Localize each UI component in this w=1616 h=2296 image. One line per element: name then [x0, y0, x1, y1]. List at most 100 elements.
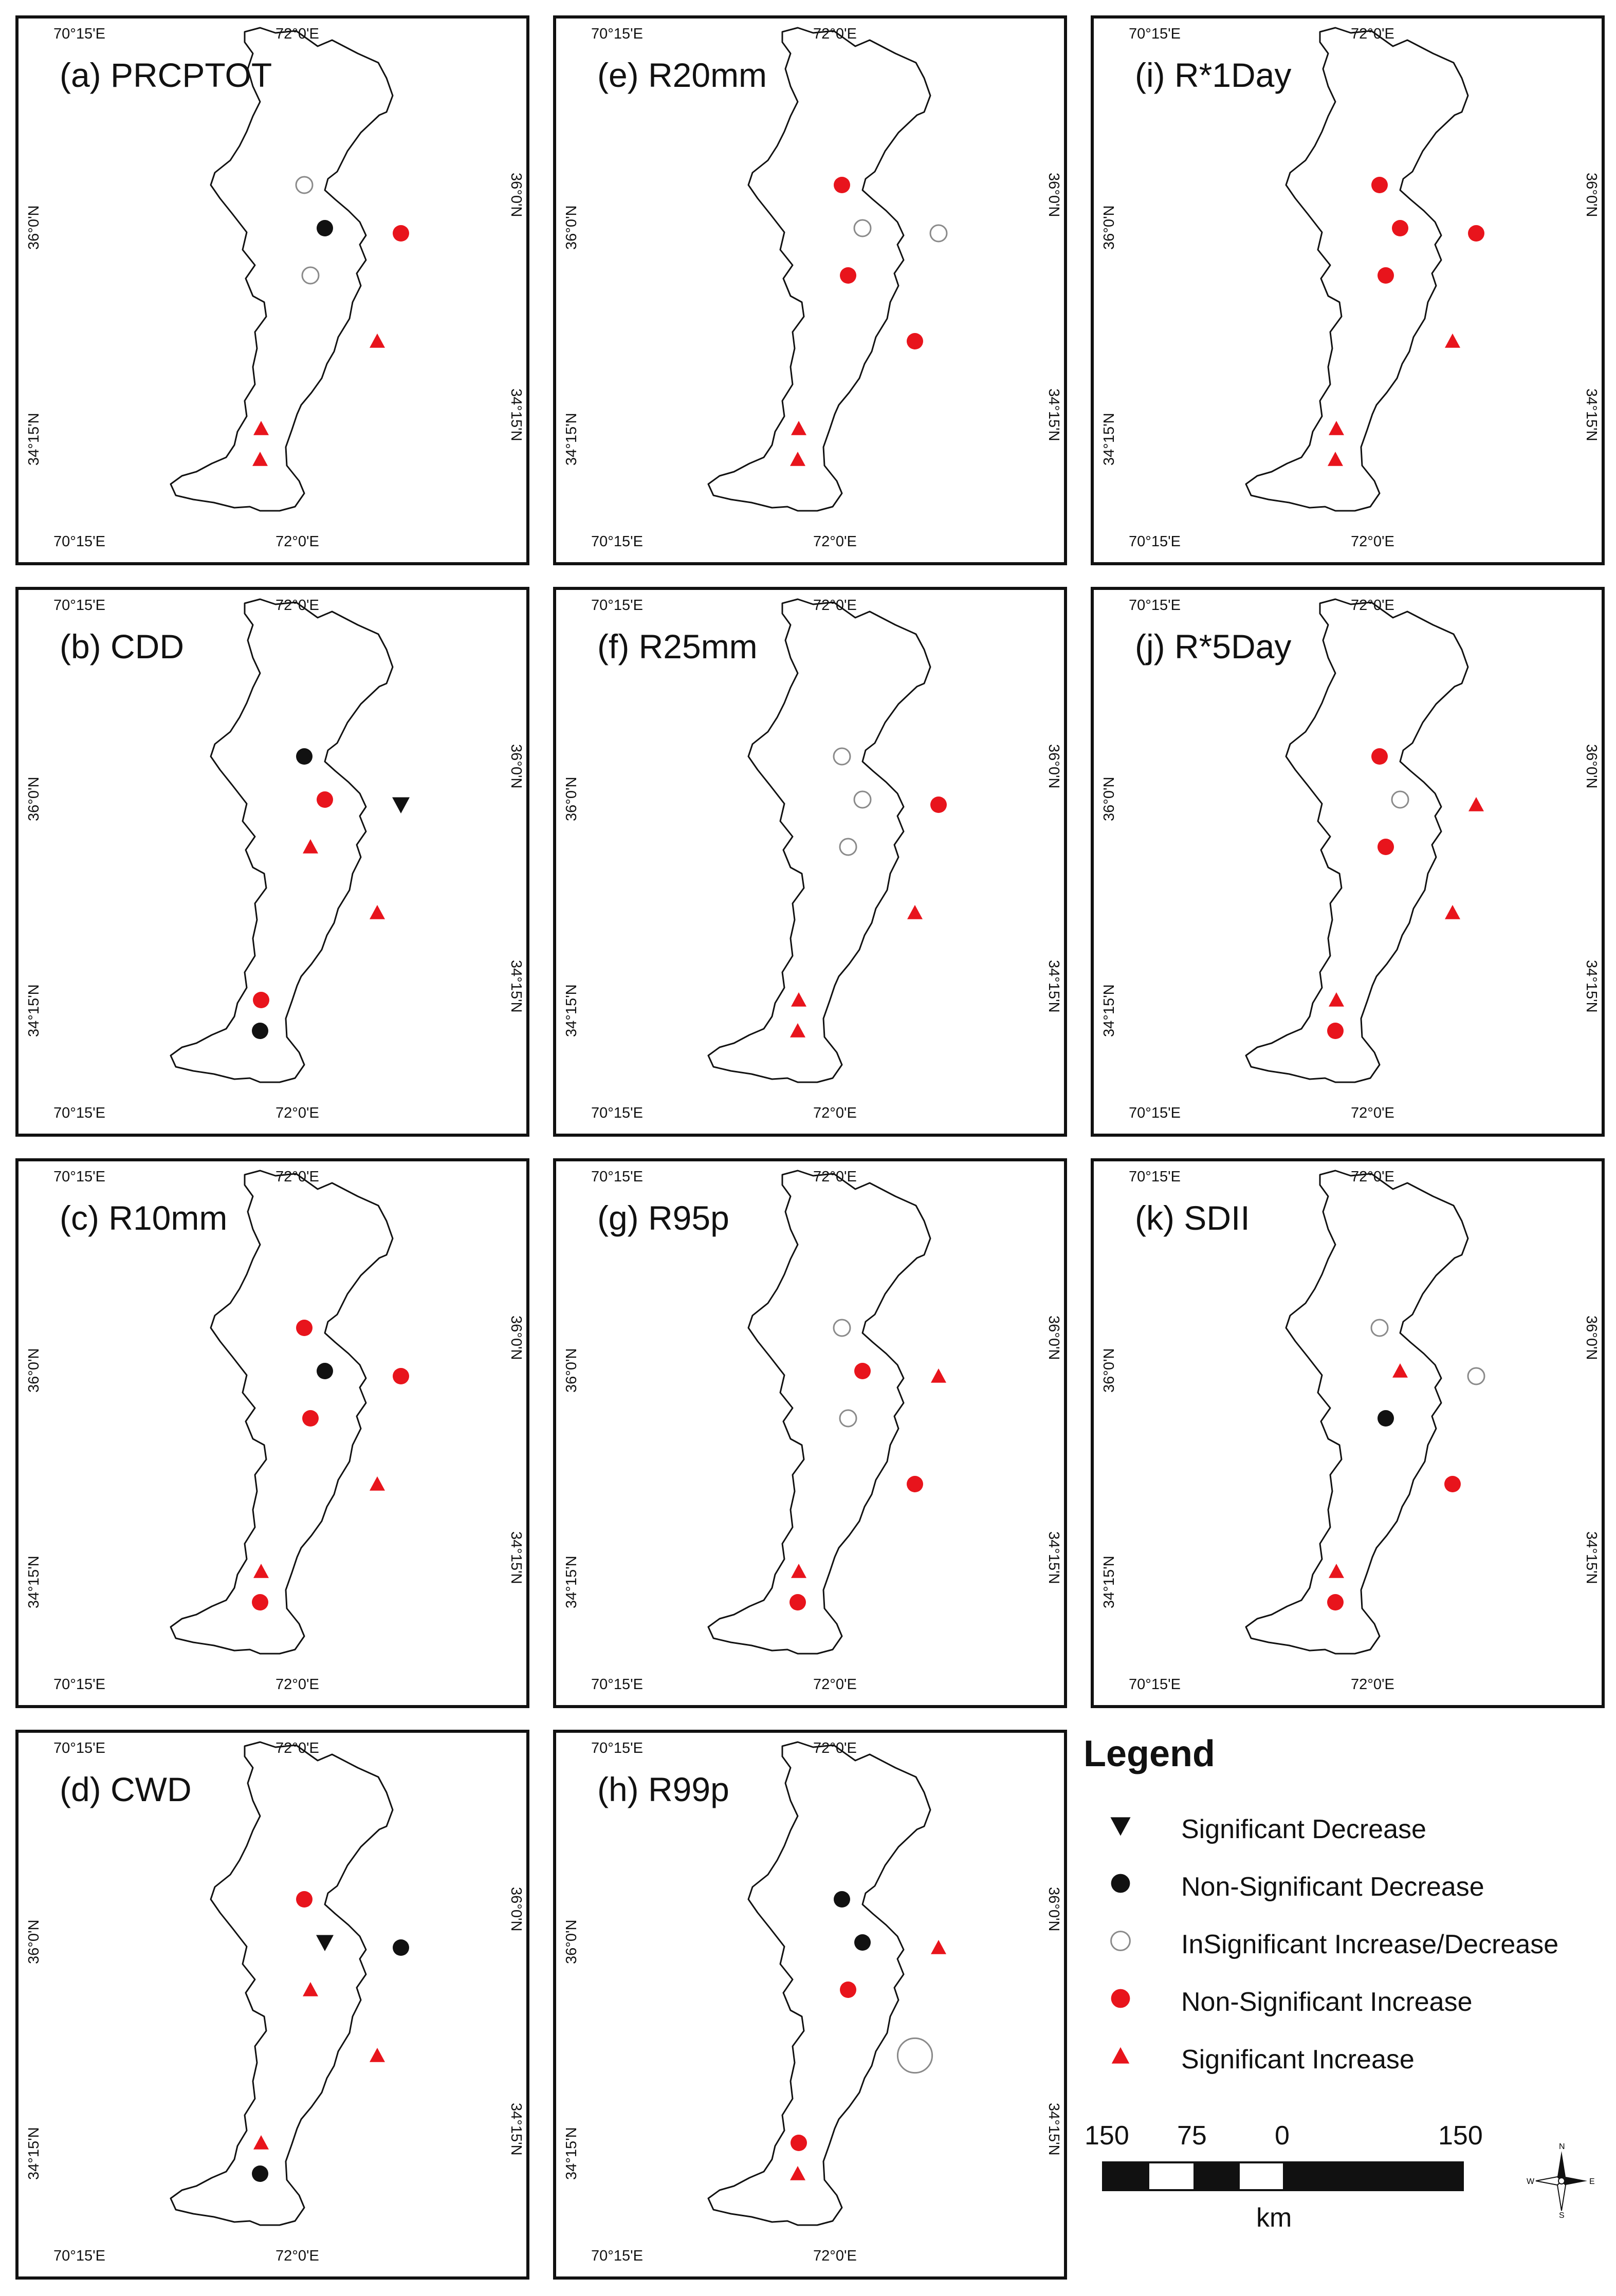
station-s1-insig-circle-marker: [833, 747, 851, 766]
station-s5-sig-inc-marker: [907, 905, 923, 919]
station-s1-nonsig-inc-marker: [296, 1320, 313, 1336]
station-s7-sig-inc-marker: [790, 2166, 805, 2180]
station-s6-sig-inc-marker: [791, 421, 806, 435]
lon-tick-top-right: 72°0'E: [813, 1169, 857, 1185]
legend-sig-dec-icon: [1110, 1817, 1131, 1836]
map-panel-c: (c) R10mm 70°15'E 72°0'E 70°15'E 72°0'E 36°0'…: [15, 1158, 529, 1708]
station-s4-nonsig-dec-marker: [1378, 1410, 1394, 1427]
legend-nonsig-dec-icon: [1111, 1874, 1130, 1893]
station-s6-sig-inc-marker: [791, 1564, 806, 1578]
lat-tick-right-south: 34°15'N: [508, 388, 524, 441]
basin-map: [1245, 27, 1484, 512]
station-s2-sig-inc-marker: [1392, 1363, 1408, 1378]
legend-label: InSignificant Increase/Decrease: [1181, 1930, 1559, 1959]
scale-label-150-right: 150: [1438, 2121, 1483, 2151]
lon-tick-bottom-right: 72°0'E: [276, 1105, 319, 1121]
station-s1-nonsig-inc-marker: [1371, 748, 1388, 765]
map-panel-k: (k) SDII 70°15'E 72°0'E 70°15'E 72°0'E 36°0'N…: [1091, 1158, 1605, 1708]
station-s3-sig-inc-marker: [931, 1368, 946, 1383]
station-s3-nonsig-dec-marker: [393, 1939, 409, 1956]
basin-map: [1245, 598, 1484, 1083]
station-s2-nonsig-inc-marker: [317, 791, 333, 808]
map-panel-a: (a) PRCPTOT 70°15'E 72°0'E 70°15'E 72°0'E 36°…: [15, 15, 529, 565]
panel-title: (g) R95p: [597, 1199, 729, 1237]
legend-nonsig-inc-icon: [1111, 1989, 1130, 2008]
lon-tick-top-left: 70°15'E: [591, 1740, 643, 1756]
station-s4-nonsig-inc-marker: [840, 1982, 856, 1998]
lon-tick-top-right: 72°0'E: [276, 1740, 319, 1756]
station-s4-insig-circle-marker: [839, 1409, 857, 1428]
station-s5-nonsig-inc-marker: [1444, 1476, 1461, 1492]
lon-tick-bottom-right: 72°0'E: [813, 2248, 857, 2264]
station-s6-sig-inc-marker: [1329, 992, 1344, 1007]
lat-tick-right-north: 36°0'N: [508, 744, 524, 789]
legend: Legend Significant Decrease Non-Significa…: [1084, 1725, 1608, 2280]
lat-tick-left-south: 34°15'N: [563, 2127, 580, 2180]
lon-tick-bottom-right: 72°0'E: [813, 1105, 857, 1121]
lon-tick-top-left: 70°15'E: [53, 26, 105, 42]
station-s4-nonsig-inc-marker: [840, 267, 856, 284]
scale-label-0: 0: [1275, 2121, 1290, 2151]
lat-tick-right-north: 36°0'N: [508, 1887, 524, 1932]
lat-tick-right-south: 34°15'N: [508, 2103, 524, 2156]
panel-title: (c) R10mm: [60, 1199, 228, 1237]
station-s1-nonsig-dec-marker: [296, 748, 313, 765]
lat-tick-left-south: 34°15'N: [26, 984, 42, 1037]
legend-item: Non-Significant Decrease: [1084, 1859, 1608, 1905]
station-s6-sig-inc-marker: [791, 992, 806, 1007]
lon-tick-bottom-right: 72°0'E: [813, 533, 857, 550]
lon-tick-top-right: 72°0'E: [813, 597, 857, 614]
station-s1-insig-circle-marker: [295, 176, 314, 194]
basin-map: [707, 1170, 946, 1655]
station-s7-nonsig-dec-marker: [252, 1023, 268, 1039]
west-label: W: [1527, 2177, 1535, 2186]
lon-tick-top-right: 72°0'E: [1351, 26, 1394, 42]
station-s7-sig-inc-marker: [1328, 452, 1343, 466]
lon-tick-bottom-right: 72°0'E: [276, 533, 319, 550]
lat-tick-left-north: 36°0'N: [26, 1919, 42, 1964]
lat-tick-right-north: 36°0'N: [1045, 744, 1062, 789]
station-s5-nonsig-inc-marker: [907, 1476, 923, 1492]
lat-tick-left-south: 34°15'N: [26, 1556, 42, 1608]
map-panel-e: (e) R20mm 70°15'E 72°0'E 70°15'E 72°0'E 36°0'…: [553, 15, 1067, 565]
lat-tick-left-south: 34°15'N: [563, 1556, 580, 1608]
lat-tick-left-north: 36°0'N: [26, 1348, 42, 1393]
lat-tick-right-south: 34°15'N: [1045, 2103, 1062, 2156]
legend-symbol-icon: [1110, 1817, 1131, 1836]
station-s2-nonsig-dec-marker: [317, 1363, 333, 1379]
station-s7-nonsig-inc-marker: [252, 1594, 268, 1610]
lon-tick-bottom-left: 70°15'E: [591, 1105, 643, 1121]
station-s5-sig-inc-marker: [1445, 334, 1460, 348]
lat-tick-left-south: 34°15'N: [563, 413, 580, 466]
basin-outline: [170, 598, 394, 1083]
legend-item: InSignificant Increase/Decrease: [1084, 1917, 1608, 1963]
station-s3-nonsig-inc-marker: [1468, 225, 1484, 242]
station-s7-nonsig-inc-marker: [789, 1594, 806, 1610]
station-s3-sig-dec-marker: [392, 797, 410, 813]
lon-tick-top-right: 72°0'E: [276, 597, 319, 614]
basin-map: [170, 1170, 409, 1655]
lon-tick-top-left: 70°15'E: [53, 1169, 105, 1185]
basin-outline: [707, 598, 931, 1083]
lon-tick-top-left: 70°15'E: [53, 597, 105, 614]
station-s1-nonsig-inc-marker: [1371, 177, 1388, 193]
scale-label-75: 75: [1177, 2121, 1207, 2151]
station-s7-sig-inc-marker: [790, 1023, 805, 1038]
lat-tick-left-north: 36°0'N: [1101, 776, 1117, 821]
legend-symbol-icon: [1110, 1931, 1131, 1951]
lat-tick-left-north: 36°0'N: [563, 1348, 580, 1393]
lon-tick-bottom-right: 72°0'E: [1351, 1105, 1394, 1121]
station-s3-nonsig-inc-marker: [393, 1368, 409, 1384]
basin-outline: [1245, 27, 1469, 512]
lon-tick-bottom-right: 72°0'E: [1351, 533, 1394, 550]
lon-tick-top-left: 70°15'E: [591, 1169, 643, 1185]
map-panel-j: (j) R*5Day 70°15'E 72°0'E 70°15'E 72°0'E 36°0…: [1091, 587, 1605, 1137]
basin-map: [707, 27, 948, 512]
lat-tick-left-north: 36°0'N: [563, 205, 580, 250]
south-label: S: [1559, 2211, 1565, 2218]
lon-tick-bottom-right: 72°0'E: [813, 1676, 857, 1693]
scale-bar: [1102, 2161, 1464, 2191]
panel-title: (b) CDD: [60, 627, 184, 665]
station-s2-nonsig-dec-marker: [854, 1934, 871, 1951]
station-s2-insig-circle-marker: [1391, 790, 1409, 809]
